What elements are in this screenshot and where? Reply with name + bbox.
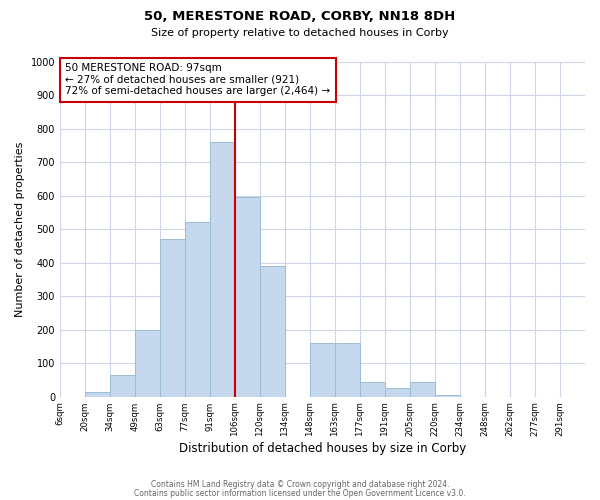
Text: Size of property relative to detached houses in Corby: Size of property relative to detached ho…: [151, 28, 449, 38]
Bar: [210, 142, 235, 397]
Bar: [235, 198, 260, 396]
Text: Contains public sector information licensed under the Open Government Licence v3: Contains public sector information licen…: [134, 488, 466, 498]
Bar: [110, 375, 135, 396]
Bar: [160, 239, 185, 396]
Bar: [435, 395, 460, 396]
Bar: [360, 382, 385, 396]
Text: 50, MERESTONE ROAD, CORBY, NN18 8DH: 50, MERESTONE ROAD, CORBY, NN18 8DH: [145, 10, 455, 23]
Bar: [185, 222, 210, 396]
Bar: [85, 392, 110, 396]
Bar: [135, 330, 160, 396]
Bar: [410, 382, 435, 396]
Bar: [335, 343, 360, 396]
Y-axis label: Number of detached properties: Number of detached properties: [15, 142, 25, 317]
Bar: [310, 343, 335, 396]
Bar: [260, 266, 285, 396]
Text: Contains HM Land Registry data © Crown copyright and database right 2024.: Contains HM Land Registry data © Crown c…: [151, 480, 449, 489]
Bar: [385, 388, 410, 396]
Text: 50 MERESTONE ROAD: 97sqm
← 27% of detached houses are smaller (921)
72% of semi-: 50 MERESTONE ROAD: 97sqm ← 27% of detach…: [65, 63, 330, 96]
X-axis label: Distribution of detached houses by size in Corby: Distribution of detached houses by size …: [179, 442, 466, 455]
